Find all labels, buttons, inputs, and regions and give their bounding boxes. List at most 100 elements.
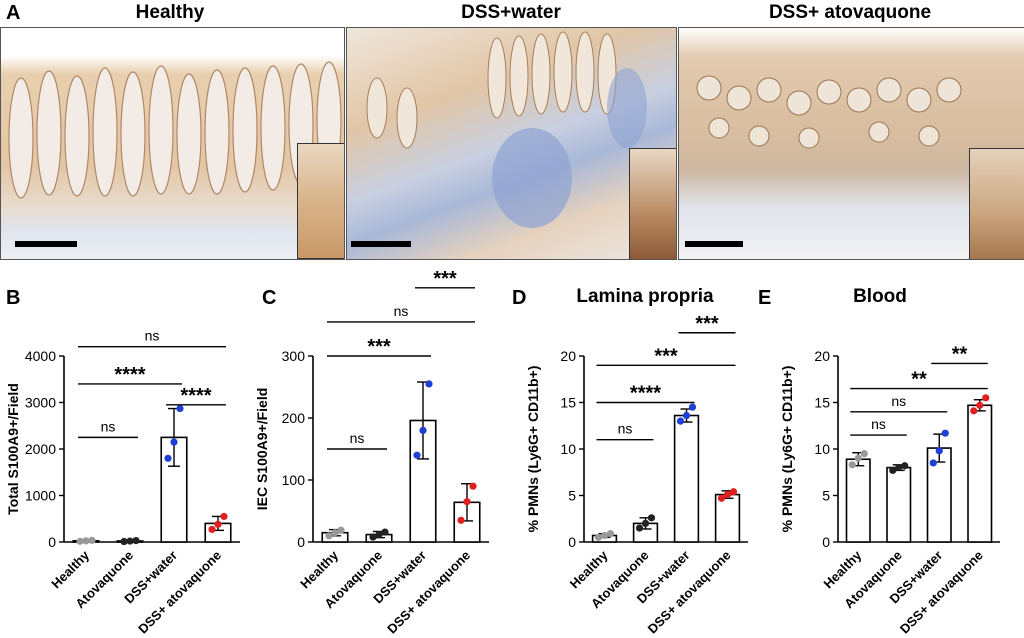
data-point [132, 537, 140, 545]
bar [714, 493, 741, 543]
image-title-healthy: Healthy [135, 2, 205, 23]
significance-label: **** [630, 383, 661, 405]
y-tick-label: 15 [814, 395, 830, 411]
panel-label-b: B [6, 287, 21, 309]
micrograph-dss-atovaquone [678, 27, 1024, 260]
data-point [214, 520, 222, 528]
data-point [723, 490, 732, 499]
data-point [126, 537, 134, 545]
data-point [647, 514, 656, 522]
significance-label: *** [433, 268, 457, 290]
crypt-pattern-dss-water [366, 31, 647, 228]
y-tick-label: 10 [560, 441, 576, 457]
y-tick-label: 15 [560, 395, 576, 411]
data-point [717, 494, 726, 502]
data-point [929, 459, 937, 467]
significance-label: ** [911, 369, 927, 391]
data-point [220, 512, 228, 521]
data-point [369, 533, 377, 541]
y-tick-label: 1000 [25, 488, 56, 504]
y-tick-label: 300 [282, 348, 306, 364]
category-label: Healthy [48, 547, 92, 591]
significance-label: **** [114, 364, 145, 386]
inset-dss-water [629, 148, 676, 259]
data-point [170, 438, 178, 446]
data-point [425, 380, 433, 388]
crypt-pattern-healthy [8, 61, 342, 199]
significance-label: **** [180, 385, 211, 407]
data-point [982, 394, 990, 402]
data-point [860, 450, 868, 458]
scale-bar-dss-atovaquone [685, 241, 743, 247]
significance-label: ns [350, 430, 365, 446]
category-label: Healthy [297, 547, 341, 591]
inset-healthy [297, 143, 344, 259]
image-title-dss-water: DSS+water [461, 2, 561, 23]
significance-label: *** [367, 336, 391, 358]
data-point [854, 454, 862, 462]
y-tick-label: 5 [822, 488, 830, 504]
y-tick-label: 100 [282, 472, 306, 488]
data-point [895, 464, 903, 472]
data-point [941, 429, 949, 437]
micrograph-healthy [0, 27, 345, 260]
significance-label: ns [891, 393, 906, 409]
bar [886, 466, 912, 543]
data-point [419, 426, 427, 434]
data-point [208, 525, 216, 534]
y-tick-label: 0 [297, 534, 305, 550]
y-tick-label: 4000 [25, 348, 56, 364]
data-point [641, 519, 650, 527]
y-tick-label: 10 [814, 441, 830, 457]
significance-label: *** [695, 313, 719, 335]
image-title-dss-atovaquone: DSS+ atovaquone [768, 2, 932, 23]
y-tick-label: 0 [822, 534, 830, 550]
crypt-pattern-dss-atovaquone [696, 75, 962, 149]
data-point [901, 462, 909, 470]
y-axis-label: Total S100A9+/Field [5, 383, 21, 515]
y-tick-label: 0 [568, 534, 576, 550]
data-point [82, 537, 90, 545]
significance-label: ns [145, 328, 160, 344]
inset-dss-atovaquone [969, 148, 1024, 259]
significance-label: ns [101, 418, 116, 434]
data-point [635, 524, 644, 532]
scale-bar-dss-water [351, 241, 411, 247]
data-point [375, 530, 383, 539]
data-point [457, 516, 465, 524]
panel-label-a: A [6, 2, 21, 24]
panel-label-c: C [262, 287, 277, 309]
data-point [606, 530, 615, 538]
panel-label-e: E [758, 287, 772, 309]
significance-label: *** [654, 345, 678, 367]
significance-label: ** [952, 343, 968, 365]
data-point [682, 411, 691, 420]
y-tick-label: 0 [48, 534, 56, 550]
y-tick-label: 20 [814, 348, 830, 364]
significance-label: ns [871, 416, 886, 432]
significance-label: ns [394, 303, 409, 319]
data-point [600, 531, 609, 540]
data-point [164, 454, 172, 462]
chart-title-e: Blood [853, 286, 907, 307]
data-point [676, 417, 685, 425]
bar-chart-b: 0 1000 2000 3000 4000 Total S100A9+/Field Heal… [5, 328, 240, 637]
data-point [889, 466, 897, 474]
data-point [594, 533, 603, 541]
bar [845, 458, 871, 543]
data-point [848, 461, 856, 469]
scale-bar-healthy [15, 241, 77, 247]
data-point [976, 401, 984, 409]
data-point [337, 526, 345, 534]
data-point [331, 529, 339, 537]
y-tick-label: 200 [282, 410, 306, 426]
data-point [325, 532, 333, 540]
y-tick-label: 3000 [25, 395, 56, 411]
significance-label: ns [618, 421, 633, 437]
data-point [88, 536, 96, 544]
micrograph-dss-water [346, 27, 677, 260]
data-point [935, 447, 943, 455]
